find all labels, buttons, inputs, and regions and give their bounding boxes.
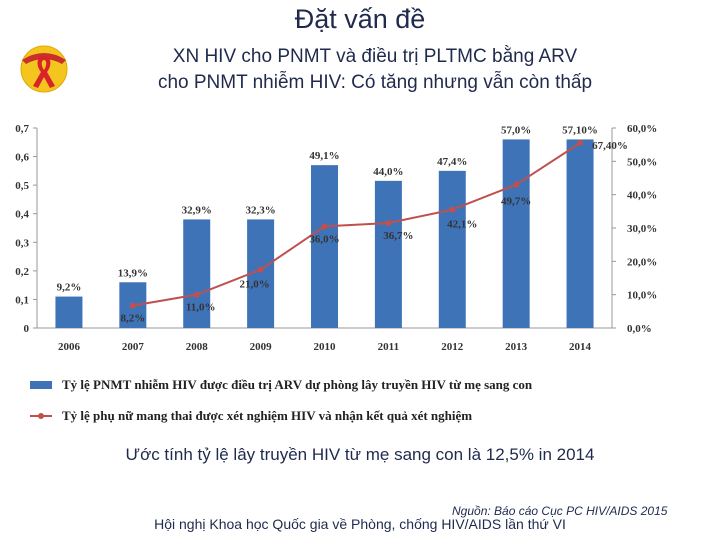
bar-data-label: 32,3% [245, 204, 275, 216]
line-data-label: 67,40% [592, 140, 628, 152]
legend-label-line: Tỷ lệ phụ nữ mang thai được xét nghiệm H… [62, 408, 473, 423]
bar-data-label: 49,1% [309, 150, 339, 162]
line-point [321, 223, 328, 230]
x-tick-label: 2013 [505, 341, 528, 353]
y-left-tick-label: 0,5 [15, 180, 29, 192]
subtitle-line-2: cho PNMT nhiễm HIV: Có tăng nhưng vẫn cò… [157, 72, 593, 93]
y-left-tick-label: 0,6 [15, 152, 29, 164]
bar [55, 296, 83, 328]
footer-text: Hội nghị Khoa học Quốc gia về Phòng, chố… [154, 516, 566, 532]
bar [183, 219, 211, 328]
line-point [449, 206, 456, 213]
source-text: Nguồn: Báo cáo Cục PC HIV/AIDS 2015 [452, 504, 668, 518]
line-point [129, 302, 136, 309]
legend-swatch-bar [30, 381, 52, 389]
line-data-label: 11,0% [186, 302, 216, 314]
line-point [193, 291, 200, 298]
legend-item-bar: Tỷ lệ PNMT nhiễm HIV được điều trị ARV d… [30, 377, 532, 393]
line-point [257, 266, 264, 273]
y-right-tick-label: 0,0% [627, 323, 652, 335]
x-tick-label: 2008 [186, 341, 209, 353]
line-data-label: 42,1% [447, 219, 477, 231]
y-left-tick-label: 0 [24, 323, 30, 335]
y-left-tick-label: 0,2 [15, 266, 29, 278]
line-data-label: 36,7% [383, 230, 413, 242]
y-right-tick-label: 20,0% [627, 256, 657, 268]
y-left-tick-label: 0,1 [15, 294, 29, 306]
y-right-tick-label: 40,0% [627, 190, 657, 202]
subtitle-line-1: XN HIV cho PNMT và điều trị PLTMC bằng A… [172, 46, 578, 67]
x-tick-label: 2011 [378, 341, 399, 353]
y-right-tick-label: 30,0% [627, 223, 657, 235]
line-point [513, 181, 520, 188]
legend-item-line: Tỷ lệ phụ nữ mang thai được xét nghiệm H… [30, 408, 472, 424]
red-ribbon-icon [20, 45, 68, 93]
legend-swatch-line [30, 413, 52, 419]
bar-data-label: 32,9% [182, 204, 212, 216]
y-right-tick-label: 10,0% [627, 290, 657, 302]
line-data-label: 21,0% [239, 279, 269, 291]
x-tick-label: 2006 [58, 341, 81, 353]
x-tick-label: 2007 [122, 341, 145, 353]
estimate-note: Ước tính tỷ lệ lây truyền HIV từ mẹ sang… [125, 445, 595, 464]
bar [502, 139, 530, 328]
line-data-label: 49,7% [501, 196, 531, 208]
legend-label-bar: Tỷ lệ PNMT nhiễm HIV được điều trị ARV d… [62, 377, 533, 392]
x-tick-label: 2012 [441, 341, 464, 353]
subtitle: XN HIV cho PNMT và điều trị PLTMC bằng A… [70, 44, 680, 96]
bar [374, 180, 402, 328]
y-left-tick-label: 0,3 [15, 237, 29, 249]
line-data-label: 8,2% [120, 313, 145, 325]
combo-chart: 0 0,1 0,2 0,3 0,4 0,5 0,6 0,7 0,0% 10,0% 20,0% 30,0… [15, 123, 657, 353]
line-series [132, 142, 581, 307]
bar [566, 139, 594, 328]
line-point [385, 220, 392, 226]
y-right-tick-label: 60,0% [627, 123, 657, 135]
bar-data-label: 44,0% [373, 166, 403, 178]
bar-data-label: 57,0% [501, 124, 531, 136]
y-left-tick-label: 0,7 [15, 123, 29, 135]
line-point [577, 140, 584, 146]
bar-data-label: 47,4% [437, 156, 467, 168]
bar [438, 170, 466, 328]
line-data-label: 36,0% [309, 233, 339, 245]
page-title: Đặt vấn đề [294, 4, 426, 34]
x-tick-label: 2010 [314, 341, 337, 353]
x-tick-label: 2014 [569, 341, 592, 353]
bar-data-label: 9,2% [57, 282, 82, 294]
bar-data-label: 57,10% [562, 124, 598, 136]
bar-data-label: 13,9% [118, 267, 148, 279]
y-left-tick-label: 0,4 [15, 209, 29, 221]
bar [311, 165, 338, 328]
x-tick-label: 2009 [250, 341, 273, 353]
y-right-tick-label: 50,0% [627, 156, 657, 168]
